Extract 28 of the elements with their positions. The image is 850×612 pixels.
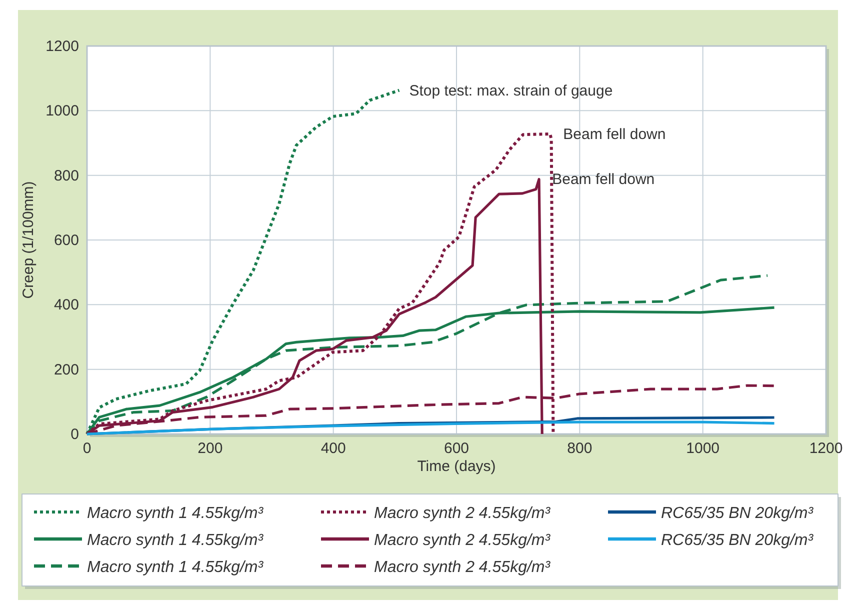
annotation: Beam fell down xyxy=(563,126,666,143)
y-tick-label: 0 xyxy=(70,426,79,443)
x-tick-label: 1000 xyxy=(686,440,720,457)
y-tick-label: 1000 xyxy=(46,102,79,120)
legend-label: Macro synth 2 4.55kg/m³ xyxy=(374,559,551,576)
y-tick-label: 200 xyxy=(54,361,79,378)
legend-label: Macro synth 2 4.55kg/m³ xyxy=(374,532,551,549)
legend-label: Macro synth 1 4.55kg/m³ xyxy=(87,559,264,576)
y-tick-label: 400 xyxy=(54,296,79,314)
legend-label: Macro synth 2 4.55kg/m³ xyxy=(374,505,551,522)
x-tick-label: 800 xyxy=(567,440,592,457)
annotation: Stop test: max. strain of gauge xyxy=(409,82,613,100)
x-tick-label: 400 xyxy=(320,440,346,457)
x-tick-label: 1200 xyxy=(809,440,843,457)
legend-label: RC65/35 BN 20kg/m³ xyxy=(661,532,814,549)
y-axis-title: Creep (1/100mm) xyxy=(20,181,37,299)
legend-label: Macro synth 1 4.55kg/m³ xyxy=(87,532,264,549)
line-series xyxy=(86,420,776,436)
x-tick-label: 0 xyxy=(82,440,92,457)
y-tick-label: 1200 xyxy=(46,38,79,55)
x-tick-label: 200 xyxy=(198,440,223,457)
legend-label: RC65/35 BN 20kg/m³ xyxy=(661,505,814,522)
legend-label: Macro synth 1 4.55kg/m³ xyxy=(87,505,264,522)
y-tick-label: 800 xyxy=(54,167,79,184)
x-axis-title: Time (days) xyxy=(417,458,496,475)
annotation: Beam fell down xyxy=(552,171,655,188)
y-tick-label: 600 xyxy=(54,232,79,249)
x-tick-label: 600 xyxy=(444,440,470,457)
